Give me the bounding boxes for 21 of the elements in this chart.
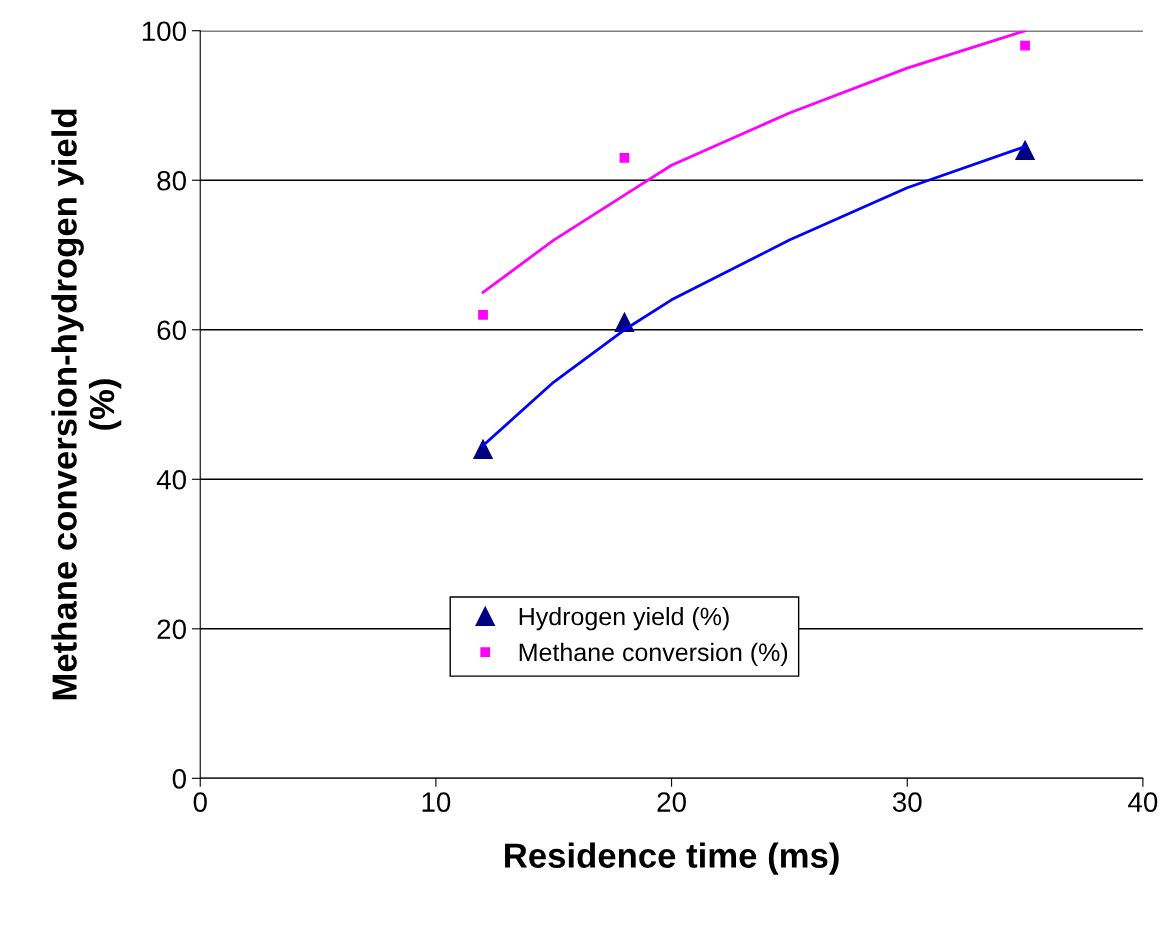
y-tick-label: 100 — [142, 21, 186, 42]
x-tick-label: 40 — [1128, 792, 1158, 812]
x-tick-label: 30 — [892, 792, 922, 812]
point — [473, 439, 493, 460]
legend-label: Methane conversion (%) — [519, 642, 788, 667]
x-tick-label: 20 — [657, 792, 686, 812]
y-tick-label: 40 — [156, 469, 186, 490]
y-tick-label: 60 — [157, 320, 186, 341]
point — [619, 152, 630, 163]
point — [478, 309, 488, 320]
y-axis-title: Methane conversion-hydrogen yield (%) — [51, 109, 122, 700]
point — [1020, 40, 1030, 51]
y-tick-label: 80 — [157, 170, 186, 191]
point — [1015, 140, 1035, 161]
legend-label: Hydrogen yield (%) — [519, 607, 729, 631]
y-tick-label: 20 — [157, 619, 186, 640]
x-axis-title: Residence time (ms) — [505, 842, 839, 875]
x-tick-label: 0 — [193, 792, 207, 812]
x-tick-label: 10 — [422, 792, 451, 812]
line-series — [481, 30, 1027, 294]
y-tick-label: 0 — [172, 768, 186, 789]
